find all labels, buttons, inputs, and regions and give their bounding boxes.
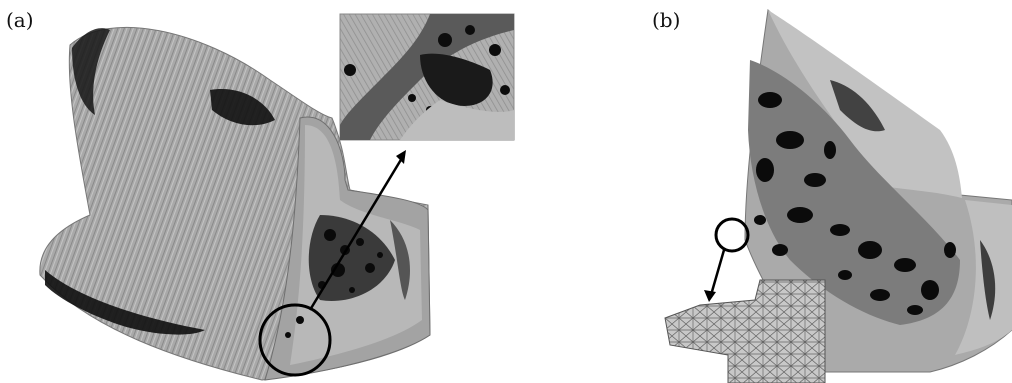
inset-a	[339, 13, 515, 141]
shadow-top-a	[72, 28, 110, 115]
shadow-ridge-a	[210, 89, 275, 126]
panel-a	[39, 13, 515, 381]
zoom-arrow-a	[308, 157, 404, 311]
zoom-arrow-b	[709, 249, 726, 296]
arrow-head-a	[396, 150, 406, 164]
zoom-circle-a	[258, 303, 332, 377]
zoom-circle-b	[714, 217, 750, 253]
arrow-head-b	[704, 290, 716, 302]
panel-label-b: (b)	[652, 8, 681, 32]
cortex-band-a	[390, 220, 410, 300]
pores-b	[754, 92, 956, 315]
mesh-detail-b	[664, 279, 826, 383]
panel-label-a: (a)	[6, 8, 34, 32]
panel-b	[664, 8, 1012, 383]
shadow-bottom-a	[45, 270, 205, 335]
cortex-shade-b	[830, 80, 885, 132]
